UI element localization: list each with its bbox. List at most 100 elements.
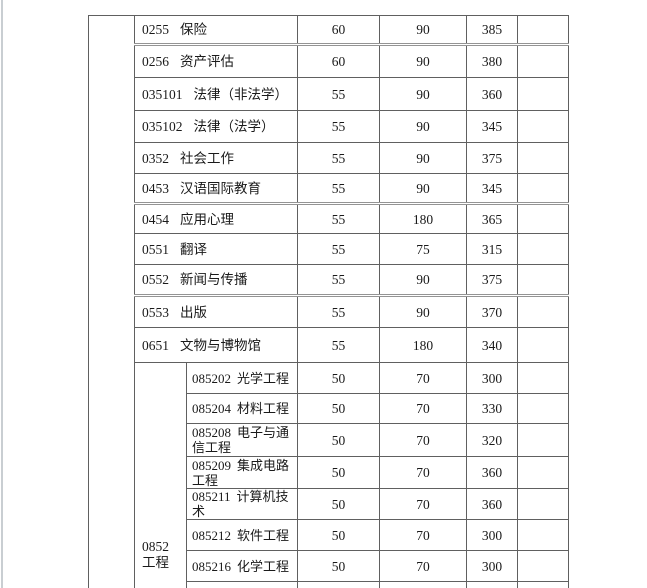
total-cell: 300 (466, 550, 518, 582)
major-name-cell: 0453 汉语国际教育 (134, 173, 298, 204)
score1-cell: 50 (297, 550, 380, 582)
total-cell: 375 (466, 264, 518, 296)
score2-value: 90 (416, 272, 430, 287)
major-code: 085209 (192, 457, 231, 473)
total-value: 340 (481, 337, 503, 353)
group-label: 0852 工程 (142, 539, 169, 571)
table-row (89, 581, 569, 588)
score2-cell: 70 (379, 393, 467, 424)
score1-value: 55 (331, 211, 346, 227)
score2-value: 90 (416, 86, 430, 102)
total-value: 300 (481, 527, 503, 543)
remark-cell (517, 173, 569, 204)
score1-value: 55 (331, 180, 346, 196)
major-name-cell: 085208 电子与通信工程 (186, 423, 298, 457)
major-name-cell: 085202 光学工程 (186, 362, 298, 394)
score2-value: 70 (416, 527, 430, 543)
total-value: 330 (481, 401, 503, 416)
group-name: 工程 (142, 555, 169, 570)
score1-value: 60 (331, 54, 346, 69)
total-value: 360 (481, 465, 503, 480)
remark-cell (517, 142, 569, 174)
table-row: 0255 保险 60 90 385 (88, 15, 569, 588)
score1-value: 55 (331, 86, 346, 102)
major-name: 电子与通信工程 (192, 425, 290, 455)
group-cell-0852: 0852 工程 (134, 362, 187, 588)
major-name: 资产评估 (180, 54, 234, 69)
total-value: 360 (481, 496, 503, 512)
total-value: 300 (481, 558, 503, 574)
major-name: 软件工程 (237, 527, 290, 543)
total-cell (466, 581, 518, 588)
table-row: 0551 翻译 55 75 315 (89, 233, 569, 265)
total-value: 370 (481, 304, 503, 320)
total-value: 380 (481, 54, 503, 69)
remark-cell (517, 456, 569, 489)
score2-value: 70 (416, 558, 430, 574)
score-table-body: 0255 保险 60 90 385 0256 资产评估 60 90 380 035101 法律（非法学… (88, 15, 569, 588)
remark-cell (517, 294, 569, 328)
major-code: 0255 (142, 22, 169, 37)
major-code: 085216 (192, 558, 231, 574)
remark-cell (517, 550, 569, 582)
score2-cell (379, 581, 467, 588)
table-row: 0352 社会工作 55 90 375 (89, 142, 569, 174)
table-row: 0454 应用心理 55 180 365 (89, 202, 569, 234)
remark-cell (517, 15, 569, 45)
score2-value: 180 (412, 337, 434, 353)
major-name: 材料工程 (237, 401, 290, 416)
score2-cell: 180 (379, 202, 467, 234)
score2-cell: 90 (379, 294, 467, 328)
remark-cell (517, 202, 569, 234)
score1-cell: 50 (297, 488, 380, 520)
score1-value: 55 (331, 272, 346, 287)
score2-cell: 90 (379, 264, 467, 296)
score1-cell: 55 (297, 294, 380, 328)
major-name-cell: 085216 化学工程 (186, 550, 298, 582)
major-name-cell: 0454 应用心理 (134, 202, 298, 234)
score2-cell: 90 (379, 43, 467, 78)
table-row: 0552 新闻与传播 55 90 375 (89, 264, 569, 296)
group-code: 0852 (142, 539, 169, 554)
score2-value: 70 (416, 370, 430, 386)
major-name-cell: 0256 资产评估 (134, 43, 298, 78)
major-name: 化学工程 (237, 558, 290, 574)
score1-value: 55 (331, 150, 346, 166)
total-cell: 385 (466, 15, 518, 45)
score1-value: 50 (331, 432, 346, 448)
major-code: 035101 (142, 86, 183, 102)
major-name-cell: 085211 计算机技术 (186, 488, 298, 520)
score2-cell: 75 (379, 233, 467, 265)
score2-cell: 90 (379, 173, 467, 204)
score2-cell: 90 (379, 77, 467, 111)
total-cell: 380 (466, 43, 518, 78)
score1-value: 50 (331, 527, 346, 543)
table-row: 035101 法律（非法学） 55 90 360 (89, 77, 569, 111)
major-name: 翻译 (180, 241, 207, 257)
table-row: 0852 工程 085202 光学工程 50 70 300 (89, 362, 569, 588)
total-cell: 360 (466, 488, 518, 520)
major-code: 0453 (142, 180, 169, 196)
score1-cell: 60 (297, 43, 380, 78)
major-name-cell: 0255 保险 (134, 15, 298, 45)
total-value: 360 (481, 86, 503, 102)
score2-value: 90 (416, 54, 430, 69)
score1-value: 50 (331, 370, 346, 386)
score2-value: 70 (416, 496, 430, 512)
score1-cell: 55 (297, 233, 380, 265)
major-code: 0651 (142, 337, 169, 353)
remark-cell (517, 233, 569, 265)
total-cell: 360 (466, 456, 518, 489)
remark-cell (517, 519, 569, 551)
total-value: 385 (481, 22, 503, 37)
table-row: 085212 软件工程 50 70 300 (89, 519, 569, 551)
major-name-cell: 0551 翻译 (134, 233, 298, 265)
total-cell: 365 (466, 202, 518, 234)
major-name: 保险 (180, 22, 207, 37)
score1-cell: 55 (297, 327, 380, 363)
table-row: 0256 资产评估 60 90 380 (89, 43, 569, 78)
major-code: 0256 (142, 54, 169, 69)
remark-cell (517, 327, 569, 363)
major-name-cell: 0352 社会工作 (134, 142, 298, 174)
remark-cell (517, 77, 569, 111)
